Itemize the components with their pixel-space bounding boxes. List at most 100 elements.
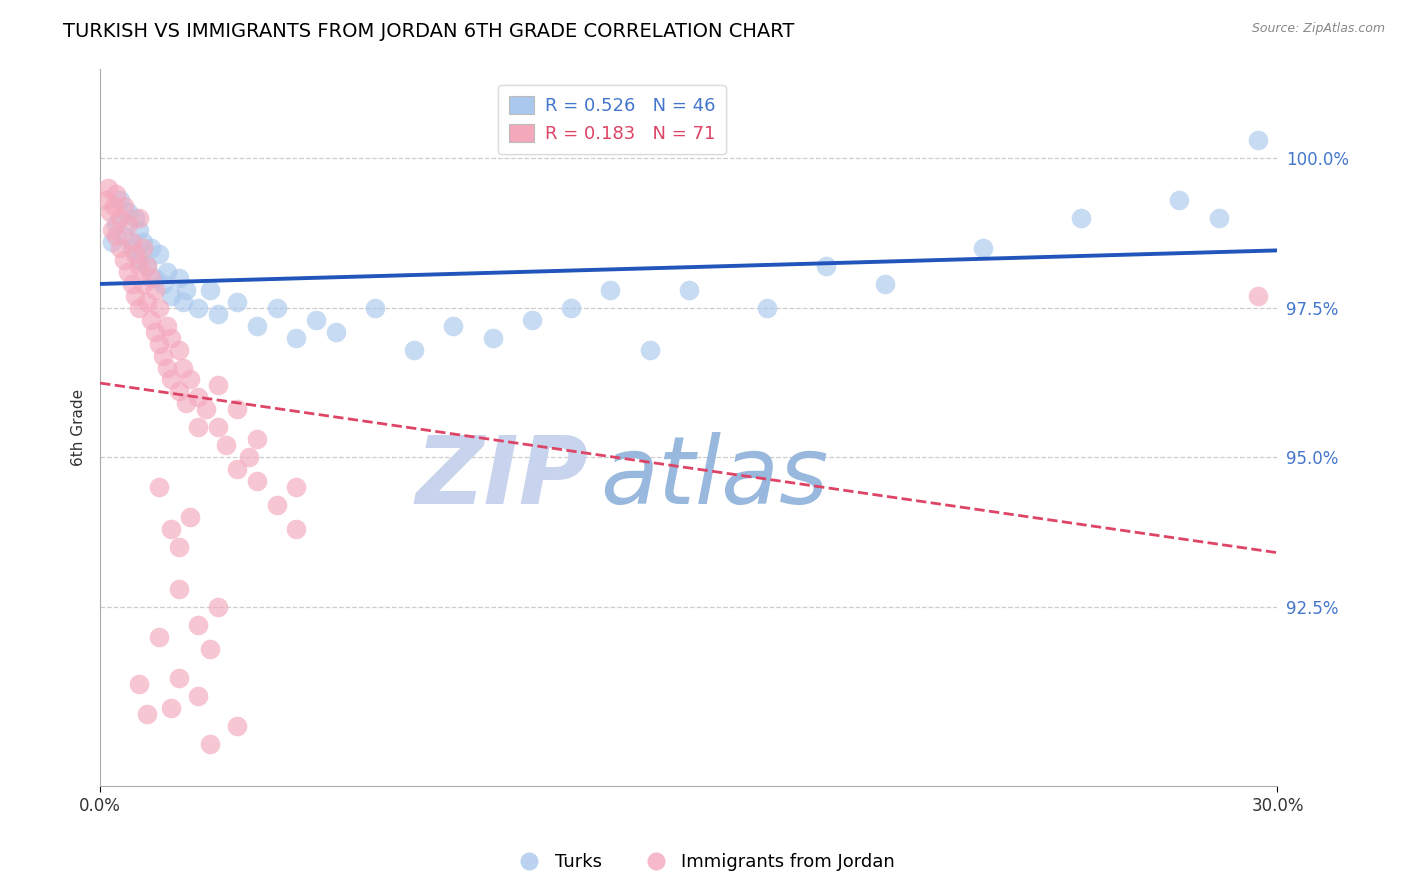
Point — [128, 301, 150, 315]
Legend: Turks, Immigrants from Jordan: Turks, Immigrants from Jordan — [503, 847, 903, 879]
Point — [104, 217, 127, 231]
Point — [97, 181, 120, 195]
Point — [404, 343, 426, 357]
Point — [136, 259, 159, 273]
Point — [176, 396, 198, 410]
Point — [226, 462, 249, 476]
Point — [285, 480, 308, 494]
Point — [167, 582, 190, 596]
Text: Source: ZipAtlas.com: Source: ZipAtlas.com — [1251, 22, 1385, 36]
Point — [124, 289, 146, 303]
Point — [117, 217, 139, 231]
Point — [364, 301, 387, 315]
Point — [266, 498, 288, 512]
Point — [187, 301, 209, 315]
Point — [128, 211, 150, 225]
Point — [103, 199, 125, 213]
Point — [167, 343, 190, 357]
Point — [207, 420, 229, 434]
Point — [136, 707, 159, 722]
Point — [756, 301, 779, 315]
Point — [159, 289, 181, 303]
Point — [246, 318, 269, 333]
Point — [172, 360, 194, 375]
Point — [143, 325, 166, 339]
Point — [108, 241, 131, 255]
Point — [143, 270, 166, 285]
Point — [108, 211, 131, 225]
Point — [1070, 211, 1092, 225]
Point — [678, 283, 700, 297]
Point — [599, 283, 621, 297]
Point — [112, 199, 135, 213]
Point — [156, 265, 179, 279]
Point — [1168, 193, 1191, 207]
Point — [136, 259, 159, 273]
Point — [198, 641, 221, 656]
Point — [815, 259, 838, 273]
Point — [167, 540, 190, 554]
Point — [132, 235, 155, 249]
Point — [198, 737, 221, 751]
Text: ZIP: ZIP — [416, 432, 589, 524]
Point — [152, 277, 174, 291]
Point — [108, 193, 131, 207]
Point — [198, 283, 221, 297]
Point — [132, 241, 155, 255]
Point — [148, 247, 170, 261]
Point — [132, 277, 155, 291]
Point — [187, 617, 209, 632]
Point — [148, 336, 170, 351]
Point — [215, 438, 238, 452]
Point — [285, 331, 308, 345]
Point — [305, 312, 328, 326]
Point — [156, 360, 179, 375]
Point — [152, 349, 174, 363]
Point — [141, 241, 163, 255]
Point — [167, 270, 190, 285]
Point — [1208, 211, 1230, 225]
Legend: R = 0.526   N = 46, R = 0.183   N = 71: R = 0.526 N = 46, R = 0.183 N = 71 — [498, 85, 725, 154]
Point — [207, 378, 229, 392]
Point — [94, 193, 117, 207]
Point — [101, 235, 124, 249]
Point — [148, 301, 170, 315]
Point — [195, 402, 218, 417]
Point — [159, 372, 181, 386]
Point — [207, 307, 229, 321]
Point — [266, 301, 288, 315]
Point — [112, 252, 135, 267]
Point — [148, 630, 170, 644]
Point — [238, 450, 260, 465]
Point — [187, 690, 209, 704]
Point — [124, 247, 146, 261]
Point — [117, 205, 139, 219]
Point — [179, 510, 201, 524]
Point — [285, 522, 308, 536]
Y-axis label: 6th Grade: 6th Grade — [72, 389, 86, 466]
Point — [179, 372, 201, 386]
Point — [104, 229, 127, 244]
Point — [226, 402, 249, 417]
Text: TURKISH VS IMMIGRANTS FROM JORDAN 6TH GRADE CORRELATION CHART: TURKISH VS IMMIGRANTS FROM JORDAN 6TH GR… — [63, 22, 794, 41]
Point — [121, 241, 143, 255]
Point — [325, 325, 347, 339]
Point — [136, 294, 159, 309]
Point — [159, 331, 181, 345]
Point — [112, 229, 135, 244]
Point — [159, 701, 181, 715]
Point — [167, 672, 190, 686]
Point — [128, 259, 150, 273]
Point — [128, 252, 150, 267]
Point — [143, 283, 166, 297]
Point — [207, 599, 229, 614]
Text: atlas: atlas — [600, 432, 828, 523]
Point — [176, 283, 198, 297]
Point — [167, 384, 190, 399]
Point — [226, 719, 249, 733]
Point — [141, 312, 163, 326]
Point — [1247, 133, 1270, 147]
Point — [187, 420, 209, 434]
Point — [148, 480, 170, 494]
Point — [141, 270, 163, 285]
